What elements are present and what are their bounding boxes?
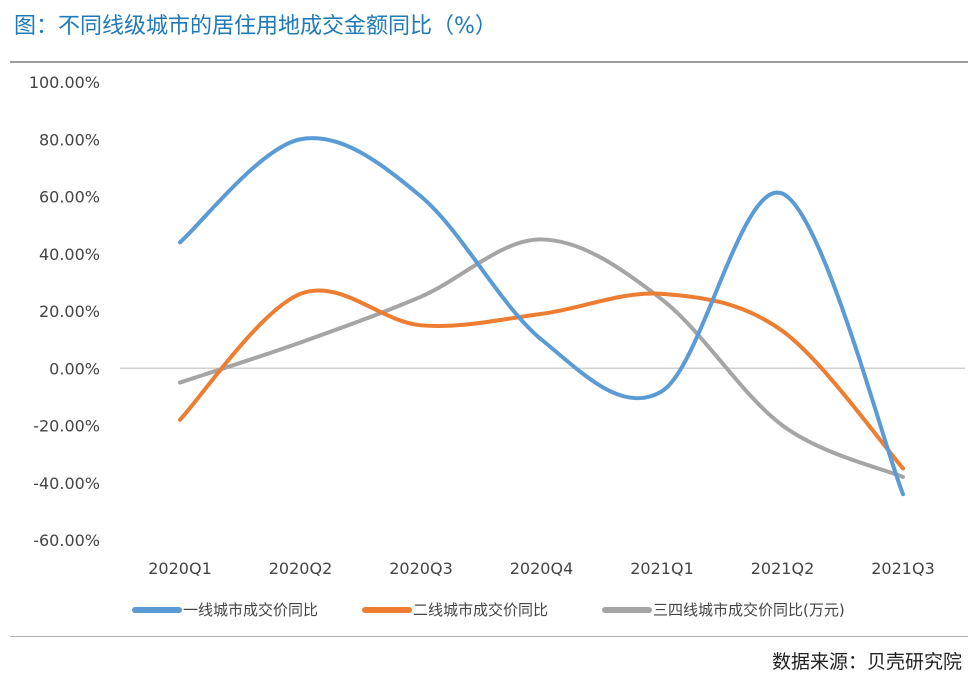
y-tick-label: 60.00% — [39, 188, 100, 207]
y-tick-label: 40.00% — [39, 245, 100, 264]
data-point — [419, 323, 423, 327]
bottom-divider — [10, 636, 968, 637]
series-line-1 — [178, 136, 905, 497]
data-point — [901, 475, 905, 479]
y-tick-label: -20.00% — [33, 417, 100, 436]
data-point — [178, 381, 182, 385]
data-point — [299, 137, 303, 141]
data-point — [660, 292, 664, 296]
source-note: 数据来源：贝壳研究院 — [771, 651, 962, 673]
y-tick-label: 20.00% — [39, 302, 100, 321]
data-point — [901, 492, 905, 496]
line-chart: 100.00% 80.00% 60.00% 40.00% 20.00% 0.00% -20.… — [29, 73, 965, 619]
series-line-3 — [178, 237, 905, 480]
data-point — [540, 237, 544, 241]
x-tick-label: 2021Q1 — [630, 559, 694, 578]
y-axis: 100.00% 80.00% 60.00% 40.00% 20.00% 0.00% -20.… — [29, 73, 100, 550]
data-point — [781, 192, 785, 196]
data-point — [660, 389, 664, 393]
y-tick-label: 0.00% — [49, 359, 100, 378]
top-divider — [10, 61, 968, 63]
legend: 一线城市成交价同比 二线城市成交价同比 三四线城市成交价同比(万元) — [132, 601, 845, 619]
x-tick-label: 2020Q1 — [148, 559, 212, 578]
x-tick-label: 2021Q2 — [751, 559, 815, 578]
data-point — [901, 466, 905, 470]
data-point — [419, 195, 423, 199]
data-point — [781, 424, 785, 428]
data-point — [419, 295, 423, 299]
data-point — [781, 329, 785, 333]
x-tick-label: 2021Q3 — [871, 559, 935, 578]
data-point — [540, 312, 544, 316]
data-point — [178, 418, 182, 422]
y-tick-label: -40.00% — [33, 474, 100, 493]
data-point — [299, 292, 303, 296]
y-tick-label: 80.00% — [39, 130, 100, 149]
x-tick-label: 2020Q4 — [510, 559, 574, 578]
legend-label-1: 一线城市成交价同比 — [183, 601, 318, 619]
x-tick-label: 2020Q2 — [269, 559, 333, 578]
series-line-2 — [178, 288, 905, 471]
y-tick-label: 100.00% — [29, 73, 100, 92]
y-tick-label: -60.00% — [33, 531, 100, 550]
legend-label-3: 三四线城市成交价同比(万元) — [653, 601, 845, 619]
data-point — [540, 338, 544, 342]
data-point — [660, 298, 664, 302]
data-point — [178, 240, 182, 244]
series-lines — [178, 136, 905, 497]
legend-label-2: 二线城市成交价同比 — [413, 601, 548, 619]
x-tick-label: 2020Q3 — [389, 559, 453, 578]
chart-title: 图：不同线级城市的居住用地成交金额同比（%） — [14, 14, 497, 39]
data-point — [299, 340, 303, 344]
x-axis: 2020Q1 2020Q2 2020Q3 2020Q4 2021Q1 2021Q2 2021… — [148, 559, 935, 578]
